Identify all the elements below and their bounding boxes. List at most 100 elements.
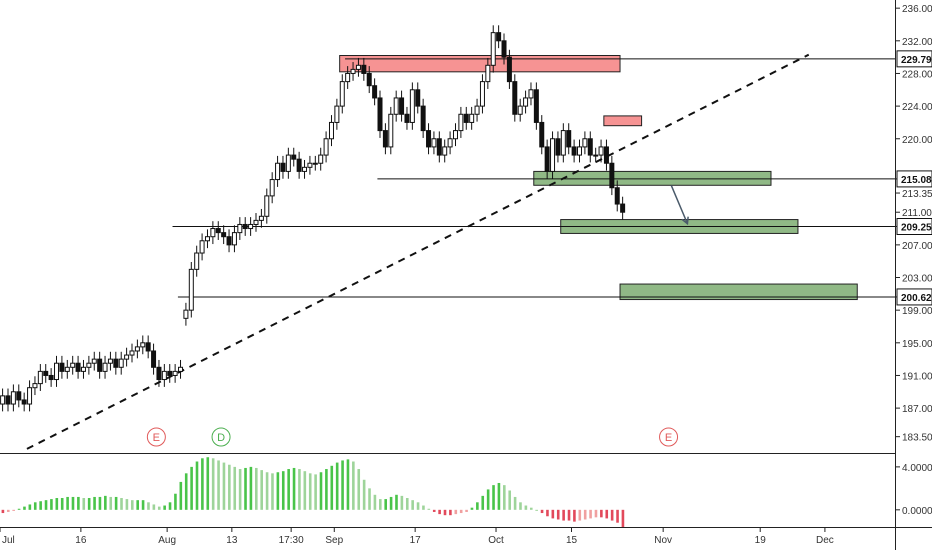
candle[interactable] bbox=[426, 130, 432, 148]
demand-zone[interactable] bbox=[619, 283, 858, 301]
candle[interactable] bbox=[436, 138, 442, 156]
candle[interactable] bbox=[183, 309, 189, 319]
candle[interactable] bbox=[614, 187, 620, 205]
candle[interactable] bbox=[415, 89, 421, 107]
candle[interactable] bbox=[399, 97, 405, 115]
candle[interactable] bbox=[323, 138, 329, 156]
candle[interactable] bbox=[345, 72, 351, 83]
candle[interactable] bbox=[334, 105, 340, 123]
candle[interactable] bbox=[10, 391, 16, 405]
candle[interactable] bbox=[582, 138, 588, 148]
candle[interactable] bbox=[339, 81, 345, 107]
candle[interactable] bbox=[603, 146, 609, 164]
candle[interactable] bbox=[372, 85, 378, 99]
supply-zone[interactable] bbox=[339, 55, 621, 73]
candle[interactable] bbox=[404, 113, 410, 123]
candle[interactable] bbox=[221, 232, 227, 238]
candle[interactable] bbox=[571, 146, 577, 156]
candle[interactable] bbox=[269, 179, 275, 197]
candle[interactable] bbox=[43, 370, 49, 376]
candle[interactable] bbox=[431, 138, 437, 148]
candle[interactable] bbox=[560, 130, 566, 156]
candle[interactable] bbox=[37, 370, 43, 385]
candle[interactable] bbox=[210, 228, 216, 238]
candle[interactable] bbox=[576, 146, 582, 156]
supply-zone[interactable] bbox=[603, 115, 643, 127]
candle[interactable] bbox=[0, 395, 6, 405]
candle[interactable] bbox=[70, 362, 76, 368]
candle[interactable] bbox=[528, 89, 534, 99]
candle[interactable] bbox=[291, 154, 297, 160]
candle[interactable] bbox=[161, 370, 167, 381]
candle[interactable] bbox=[275, 162, 281, 181]
candle[interactable] bbox=[64, 366, 70, 372]
candle[interactable] bbox=[97, 358, 103, 372]
candle[interactable] bbox=[442, 146, 448, 156]
candle[interactable] bbox=[59, 362, 65, 372]
candle[interactable] bbox=[199, 240, 205, 254]
candle[interactable] bbox=[156, 366, 162, 381]
candle[interactable] bbox=[501, 40, 507, 58]
candle[interactable] bbox=[409, 89, 415, 123]
candle[interactable] bbox=[27, 387, 33, 405]
candle[interactable] bbox=[366, 72, 372, 87]
candle[interactable] bbox=[458, 113, 464, 132]
candle[interactable] bbox=[302, 166, 308, 172]
candle[interactable] bbox=[377, 97, 383, 132]
candle[interactable] bbox=[539, 121, 545, 148]
candle[interactable] bbox=[609, 162, 615, 189]
candle[interactable] bbox=[555, 138, 561, 156]
event-marker[interactable] bbox=[659, 427, 679, 447]
candle[interactable] bbox=[523, 97, 529, 107]
candle[interactable] bbox=[124, 354, 130, 360]
candle[interactable] bbox=[361, 64, 367, 74]
candle[interactable] bbox=[54, 362, 60, 381]
candles-layer[interactable] bbox=[0, 25, 626, 412]
candle[interactable] bbox=[188, 268, 194, 311]
candle[interactable] bbox=[226, 236, 232, 246]
candle[interactable] bbox=[75, 362, 81, 372]
candle[interactable] bbox=[86, 362, 92, 368]
candle[interactable] bbox=[485, 64, 491, 83]
candle[interactable] bbox=[598, 146, 604, 156]
candle[interactable] bbox=[496, 32, 502, 42]
candle[interactable] bbox=[593, 154, 599, 157]
candle[interactable] bbox=[307, 162, 313, 168]
candle[interactable] bbox=[587, 138, 593, 156]
candle[interactable] bbox=[447, 138, 453, 148]
candle[interactable] bbox=[107, 358, 113, 364]
candle[interactable] bbox=[194, 252, 200, 270]
candle[interactable] bbox=[393, 97, 399, 115]
candle[interactable] bbox=[140, 342, 146, 348]
candle[interactable] bbox=[490, 32, 496, 66]
candle[interactable] bbox=[264, 195, 270, 217]
candle[interactable] bbox=[620, 203, 626, 213]
candle[interactable] bbox=[129, 350, 135, 356]
candle[interactable] bbox=[167, 370, 173, 376]
trendline[interactable] bbox=[26, 53, 810, 450]
candle[interactable] bbox=[463, 113, 469, 123]
demand-zone[interactable] bbox=[533, 170, 772, 186]
candle[interactable] bbox=[113, 358, 119, 368]
candle[interactable] bbox=[118, 358, 124, 368]
candle[interactable] bbox=[237, 223, 243, 234]
candle[interactable] bbox=[544, 146, 550, 172]
candle[interactable] bbox=[296, 158, 302, 172]
candle[interactable] bbox=[350, 68, 356, 74]
candle[interactable] bbox=[258, 215, 264, 221]
candle[interactable] bbox=[248, 223, 254, 230]
candle[interactable] bbox=[204, 236, 210, 242]
candle[interactable] bbox=[280, 162, 286, 172]
candle[interactable] bbox=[91, 358, 97, 364]
candle[interactable] bbox=[420, 105, 426, 132]
candle[interactable] bbox=[312, 162, 318, 165]
candle[interactable] bbox=[102, 362, 108, 372]
event-marker[interactable] bbox=[211, 427, 231, 447]
candle[interactable] bbox=[32, 383, 38, 389]
candle[interactable] bbox=[21, 399, 27, 405]
candle[interactable] bbox=[452, 130, 458, 140]
candle[interactable] bbox=[285, 154, 291, 172]
candle[interactable] bbox=[566, 130, 572, 148]
event-marker[interactable] bbox=[146, 427, 166, 447]
